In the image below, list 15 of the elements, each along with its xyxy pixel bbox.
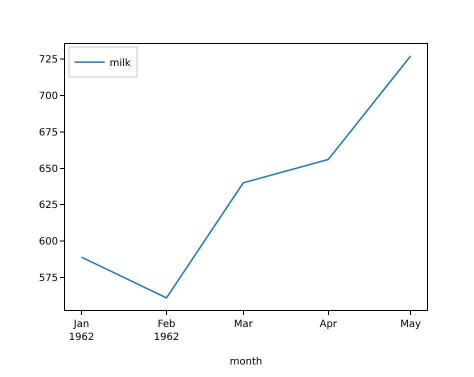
y-tick-label: 725 [38,54,58,66]
x-axis-title: month [230,356,262,368]
y-tick-label: 700 [38,90,58,102]
x-tick-label: May [400,319,421,330]
y-tick-label: 575 [38,273,58,284]
x-tick-label: Feb 1962 [154,319,180,343]
y-tick-label: 675 [38,127,58,138]
y-tick-label: 650 [38,164,58,175]
y-tick-label: 625 [38,200,58,212]
x-tick-label: Apr [320,319,338,330]
legend-label: milk [110,58,131,70]
x-tick-label: Mar [234,319,254,330]
x-tick-label: Jan 1962 [68,319,94,343]
line-series [80,55,412,299]
y-tick-label: 600 [38,236,58,248]
